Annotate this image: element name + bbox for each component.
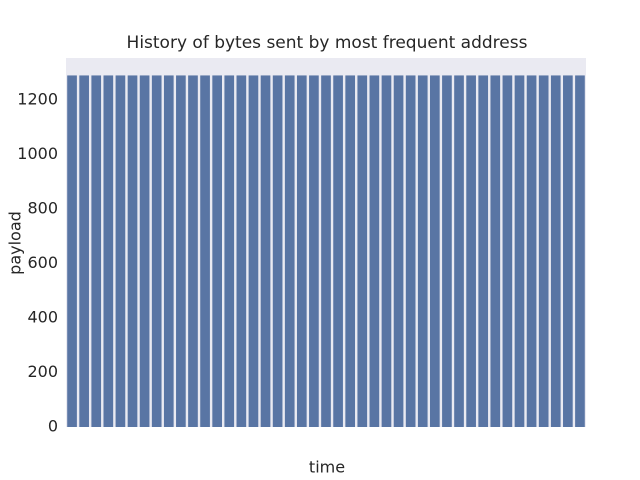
bar [212, 75, 222, 428]
bar [67, 75, 77, 428]
bar [103, 75, 114, 428]
bar [369, 75, 380, 428]
bar [284, 75, 295, 428]
y-tick-label: 400 [27, 307, 58, 326]
bar [224, 75, 235, 428]
chart-title: History of bytes sent by most frequent a… [127, 33, 528, 53]
bar [550, 75, 561, 428]
bar [151, 75, 162, 428]
bar [163, 75, 174, 428]
bar [466, 75, 476, 428]
bar [563, 75, 573, 428]
bar [200, 75, 210, 428]
bar [417, 75, 428, 428]
bar [333, 75, 343, 428]
bar [296, 75, 307, 428]
bar [176, 75, 186, 428]
bar [381, 75, 392, 428]
bar [260, 75, 271, 428]
bar [490, 75, 501, 428]
bar [430, 75, 440, 428]
y-tick-label: 200 [27, 362, 58, 381]
bar [321, 75, 331, 428]
y-tick-label: 600 [27, 253, 58, 272]
bar [502, 75, 513, 428]
bar [115, 75, 126, 428]
y-tick-label: 1000 [17, 144, 58, 163]
bar [514, 75, 525, 428]
bar [575, 75, 585, 428]
bar [79, 75, 89, 428]
bar [454, 75, 464, 428]
bar [248, 75, 259, 428]
bar [236, 75, 247, 428]
bar [405, 75, 416, 428]
bar [345, 75, 356, 428]
bar [442, 75, 452, 428]
bar [478, 75, 489, 428]
bar [91, 75, 102, 428]
bar [188, 75, 198, 428]
bar [357, 75, 368, 428]
bar [393, 75, 404, 428]
bar [309, 75, 319, 428]
bar [538, 75, 549, 428]
y-tick-label: 800 [27, 198, 58, 217]
x-axis-label: time [309, 458, 345, 477]
bar [272, 75, 283, 428]
y-tick-label: 0 [48, 417, 58, 436]
bar [127, 75, 138, 428]
y-axis-label: payload [6, 211, 25, 275]
bar [139, 75, 150, 428]
y-tick-label: 1200 [17, 89, 58, 108]
bar [526, 75, 537, 428]
